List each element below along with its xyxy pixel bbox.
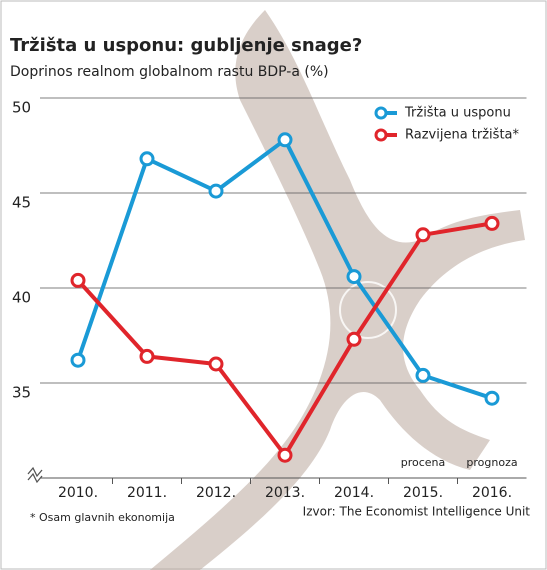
point [484, 390, 500, 406]
y-tick-label: 50 [12, 99, 31, 117]
point [277, 447, 293, 463]
x-tick-label: 2011. [127, 485, 167, 501]
y-tick-label: 35 [12, 384, 31, 402]
background-ring [339, 281, 397, 339]
point [415, 227, 431, 243]
point [484, 215, 500, 231]
x-tick-label: 2012. [196, 485, 236, 501]
y-tick-label: 40 [12, 289, 31, 307]
legend-label: Razvijena tržišta* [405, 128, 520, 143]
point [208, 183, 224, 199]
point [346, 331, 362, 347]
legend-marker [374, 128, 388, 142]
point [70, 352, 86, 368]
x-annotation: prognoza [466, 456, 517, 469]
background-shape [150, 10, 525, 570]
point [70, 272, 86, 288]
x-tick-label: 2010. [58, 485, 98, 501]
x-annotation: procena [401, 456, 446, 469]
x-tick-label: 2016. [472, 485, 512, 501]
point [346, 269, 362, 285]
legend-label: Tržišta u usponu [404, 106, 511, 121]
x-tick-label: 2014. [334, 485, 374, 501]
point [139, 348, 155, 364]
footnote: * Osam glavnih ekonomija [30, 511, 175, 524]
point [277, 132, 293, 148]
axis-break [27, 466, 43, 484]
y-tick-label: 45 [12, 194, 31, 212]
x-tick-label: 2013. [265, 485, 305, 501]
source: Izvor: The Economist Intelligence Unit [303, 505, 531, 519]
point [415, 367, 431, 383]
chart-title: Tržišta u usponu: gubljenje snage? [10, 35, 362, 56]
x-tick-label: 2015. [403, 485, 443, 501]
point [208, 356, 224, 372]
chart-subtitle: Doprinos realnom globalnom rastu BDP-a (… [10, 64, 329, 80]
point [139, 151, 155, 167]
legend-marker [374, 106, 388, 120]
